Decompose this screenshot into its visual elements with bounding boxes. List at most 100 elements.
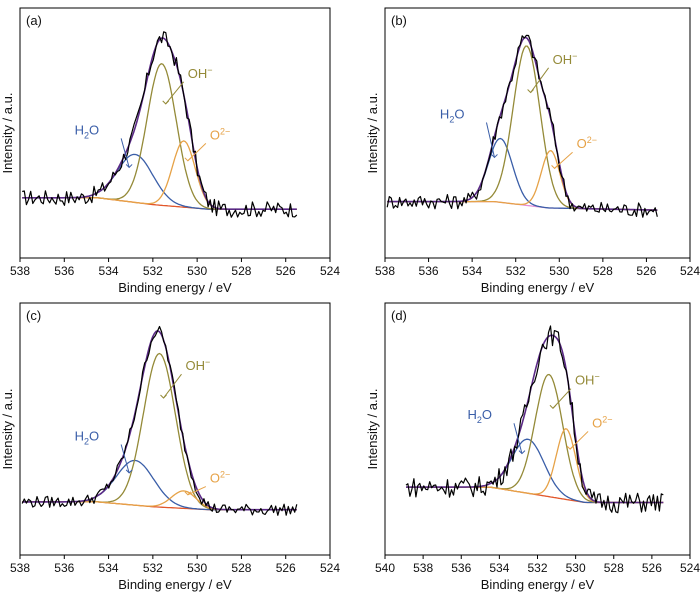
annotation-arrow: [513, 423, 523, 454]
x-axis-title: Binding energy / eV: [481, 577, 595, 592]
peak-annotation-label: OH−: [553, 51, 578, 67]
fit-envelope-curve: [406, 334, 664, 504]
panel-b: 538 536 534 532 530 528 526 524 Binding energy /…: [365, 7, 700, 295]
y-axis-title: Intensity / a.u.: [365, 93, 380, 174]
x-tick-label: 536: [419, 264, 439, 278]
annotation-arrowhead: [162, 100, 170, 105]
peak-annotation-label: O2−: [210, 470, 230, 486]
peak-annotation-label: H2O: [75, 428, 100, 446]
annotation-arrow: [120, 444, 130, 474]
x-tick-label: 528: [604, 561, 624, 575]
annotation-arrow: [530, 67, 550, 93]
x-tick-label: 524: [320, 264, 340, 278]
x-tick-label: 528: [593, 264, 613, 278]
x-tick-label: 538: [10, 561, 30, 575]
panel-a: 538 536 534 532 530 528 526 524 Binding energy /…: [0, 7, 340, 295]
panel-label: (c): [26, 308, 41, 323]
fit-envelope-curve: [387, 36, 658, 211]
annotation-arrowhead: [518, 450, 526, 455]
annotation-arrowhead: [125, 164, 133, 169]
peak-component-curve: [387, 137, 658, 211]
peak-annotation-label: O2−: [592, 414, 612, 430]
panel-label: (a): [26, 13, 42, 28]
y-axis-title: Intensity / a.u.: [0, 93, 15, 174]
x-tick-label: 532: [527, 561, 547, 575]
peak-annotation-label: O2−: [577, 135, 597, 151]
x-tick-label: 536: [54, 561, 74, 575]
x-tick-label: 534: [99, 561, 119, 575]
panel-label: (b): [391, 13, 407, 28]
x-tick-label: 538: [375, 264, 395, 278]
x-tick-label: 534: [489, 561, 509, 575]
x-tick-label: 536: [451, 561, 471, 575]
annotation-arrowhead: [184, 491, 192, 496]
annotation-arrow: [120, 138, 130, 168]
panel-c: 538 536 534 532 530 528 526 524 Binding energy /…: [0, 302, 340, 592]
x-axis-title: Binding energy / eV: [118, 280, 232, 295]
x-tick-label: 524: [320, 561, 340, 575]
peak-component-curve: [22, 140, 297, 210]
measured-spectrum: [21, 325, 298, 516]
y-axis-title: Intensity / a.u.: [365, 389, 380, 470]
measured-spectrum: [405, 325, 664, 514]
peak-annotation-label: H2O: [440, 107, 465, 125]
peak-component-curve: [22, 153, 297, 210]
panel-d: 540 538 536 534 532 530 528 526 524 Binding energ…: [365, 302, 700, 592]
x-tick-label: 526: [642, 561, 662, 575]
x-tick-label: 532: [143, 264, 163, 278]
annotation-arrowhead: [549, 404, 557, 409]
annotation-arrowhead: [491, 154, 498, 159]
plot-frame: [19, 7, 331, 259]
annotation-arrowhead: [184, 157, 192, 162]
x-tick-label: 534: [462, 264, 482, 278]
x-tick-label: 540: [375, 561, 395, 575]
annotation-arrowhead: [527, 89, 534, 94]
annotation-arrowhead: [125, 469, 133, 474]
fit-envelope-curve: [22, 37, 297, 210]
x-tick-label: 532: [506, 264, 526, 278]
plot-frame: [19, 302, 331, 556]
x-tick-label: 530: [566, 561, 586, 575]
x-axis-title: Binding energy / eV: [481, 280, 595, 295]
y-axis-title: Intensity / a.u.: [0, 389, 15, 470]
x-tick-label: 534: [99, 264, 119, 278]
x-tick-label: 526: [636, 264, 656, 278]
peak-annotation-label: O2−: [210, 126, 230, 142]
plot-frame: [384, 7, 691, 259]
annotation-arrowhead: [566, 445, 574, 450]
x-tick-label: 530: [549, 264, 569, 278]
x-axis-title: Binding energy / eV: [118, 577, 232, 592]
x-tick-label: 526: [276, 264, 296, 278]
x-tick-label: 530: [187, 561, 207, 575]
peak-annotation-label: OH−: [186, 357, 211, 373]
plot-frame: [384, 302, 691, 556]
peak-component-curve: [387, 45, 658, 211]
annotation-arrow: [187, 486, 207, 496]
annotation-arrowhead: [160, 394, 167, 399]
x-tick-label: 528: [231, 264, 251, 278]
x-tick-label: 538: [413, 561, 433, 575]
annotation-arrow: [552, 388, 572, 409]
x-tick-label: 526: [276, 561, 296, 575]
panel-label: (d): [391, 308, 407, 323]
fit-envelope-curve: [22, 330, 297, 511]
x-tick-label: 524: [680, 264, 700, 278]
peak-annotation-label: H2O: [467, 407, 492, 425]
x-tick-label: 530: [187, 264, 207, 278]
annotation-arrow: [485, 122, 495, 158]
annotation-arrowhead: [551, 165, 558, 170]
x-tick-label: 528: [231, 561, 251, 575]
x-tick-label: 532: [143, 561, 163, 575]
x-tick-label: 538: [10, 264, 30, 278]
annotation-arrow: [165, 81, 185, 105]
peak-annotation-label: OH−: [188, 65, 213, 81]
peak-component-curve: [406, 373, 664, 504]
measured-spectrum: [22, 31, 298, 218]
x-tick-label: 536: [54, 264, 74, 278]
peak-component-curve: [22, 352, 297, 511]
annotation-arrow: [163, 373, 182, 399]
measured-spectrum: [386, 34, 658, 218]
x-tick-label: 524: [680, 561, 700, 575]
peak-annotation-label: H2O: [75, 122, 100, 140]
